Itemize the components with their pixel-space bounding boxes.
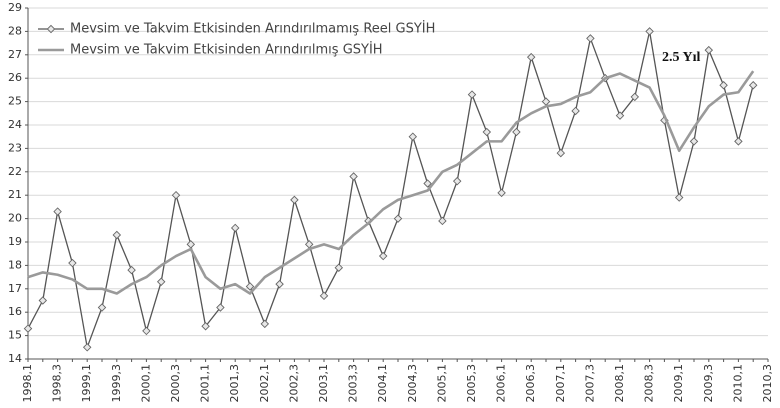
marker xyxy=(38,296,48,305)
y-tick-label: 24 xyxy=(8,118,22,131)
y-tick-label: 21 xyxy=(8,188,22,201)
x-tick-label: 2005,3 xyxy=(465,364,478,403)
marker xyxy=(156,277,166,287)
marker xyxy=(630,92,640,102)
marker xyxy=(171,190,181,200)
x-tick-label: 2000,1 xyxy=(139,364,152,403)
marker xyxy=(245,282,255,291)
marker xyxy=(290,195,299,205)
marker xyxy=(556,148,566,158)
y-tick-label: 25 xyxy=(8,95,22,108)
x-tick-label: 2002,1 xyxy=(258,364,271,403)
x-tick-label: 2006,1 xyxy=(495,364,508,403)
marker xyxy=(201,322,210,331)
x-tick-label: 1998,3 xyxy=(51,364,64,403)
y-tick-label: 17 xyxy=(8,282,22,295)
x-tick-label: 2007,1 xyxy=(554,364,567,403)
annotation: 2.5 Yıl xyxy=(662,50,700,65)
x-tick-label: 2008,3 xyxy=(643,364,656,403)
x-tick-label: 2002,3 xyxy=(287,364,300,403)
x-tick-label: 2010,1 xyxy=(731,364,744,403)
marker xyxy=(586,34,595,43)
marker xyxy=(53,207,62,216)
marker xyxy=(349,172,358,181)
marker xyxy=(615,111,625,120)
marker xyxy=(230,223,240,233)
marker xyxy=(275,279,284,289)
marker xyxy=(423,179,432,188)
marker xyxy=(689,137,699,146)
x-tick-label: 2009,1 xyxy=(672,364,685,403)
x-tick-label: 2009,3 xyxy=(702,364,715,403)
x-tick-label: 2010,3 xyxy=(761,364,774,403)
x-tick-label: 2004,1 xyxy=(376,364,389,403)
marker xyxy=(378,251,388,261)
marker xyxy=(260,319,270,329)
y-tick-label: 16 xyxy=(8,305,22,318)
marker xyxy=(112,230,122,240)
x-tick-label: 2004,3 xyxy=(406,364,419,403)
y-tick-label: 14 xyxy=(8,352,22,365)
y-tick-label: 15 xyxy=(8,329,22,342)
marker xyxy=(719,80,728,90)
marker xyxy=(482,127,492,137)
marker xyxy=(23,324,33,333)
x-tick-label: 2003,1 xyxy=(317,364,330,403)
marker xyxy=(452,176,462,186)
x-tick-label: 2001,1 xyxy=(199,364,212,403)
x-tick-label: 1998,1 xyxy=(21,364,34,403)
y-tick-label: 18 xyxy=(8,258,22,271)
marker xyxy=(467,90,477,99)
legend-marker xyxy=(46,24,56,34)
y-tick-label: 20 xyxy=(8,212,22,225)
x-tick-label: 2003,3 xyxy=(347,364,360,403)
marker xyxy=(68,258,77,268)
marker xyxy=(734,137,743,146)
marker xyxy=(541,97,551,106)
series-line xyxy=(27,30,754,348)
x-tick-label: 2001,3 xyxy=(228,364,241,403)
marker xyxy=(97,303,107,312)
marker xyxy=(704,45,714,55)
marker xyxy=(526,52,536,62)
marker xyxy=(571,106,580,116)
y-tick-label: 27 xyxy=(8,48,22,61)
marker xyxy=(512,127,521,137)
legend-label: Mevsim ve Takvim Etkisinden Arındırılmış… xyxy=(70,42,383,58)
marker xyxy=(393,214,403,223)
marker xyxy=(438,216,447,226)
y-tick-label: 28 xyxy=(8,24,22,37)
y-tick-label: 26 xyxy=(8,71,22,84)
marker xyxy=(319,291,329,301)
y-tick-label: 22 xyxy=(8,165,22,178)
marker xyxy=(216,303,225,312)
x-tick-label: 2000,3 xyxy=(169,364,182,403)
x-tick-label: 2005,1 xyxy=(435,364,448,403)
x-tick-label: 2008,1 xyxy=(613,364,626,403)
marker xyxy=(497,188,506,198)
marker xyxy=(334,263,344,272)
marker xyxy=(127,265,136,275)
x-tick-label: 1999,3 xyxy=(110,364,123,403)
x-tick-label: 2006,3 xyxy=(524,364,537,403)
x-tick-label: 2007,3 xyxy=(583,364,596,403)
marker xyxy=(142,326,151,336)
series-line xyxy=(27,70,755,295)
marker xyxy=(408,132,418,141)
y-tick-label: 19 xyxy=(8,235,22,248)
y-tick-label: 23 xyxy=(8,141,22,154)
marker xyxy=(674,193,684,202)
marker xyxy=(645,27,654,36)
x-tick-label: 1999,1 xyxy=(80,364,93,403)
legend-label: Mevsim ve Takvim Etkisinden Arındırılmam… xyxy=(70,21,435,37)
marker xyxy=(748,80,758,90)
y-tick-label: 29 xyxy=(8,1,22,14)
marker xyxy=(82,343,92,352)
